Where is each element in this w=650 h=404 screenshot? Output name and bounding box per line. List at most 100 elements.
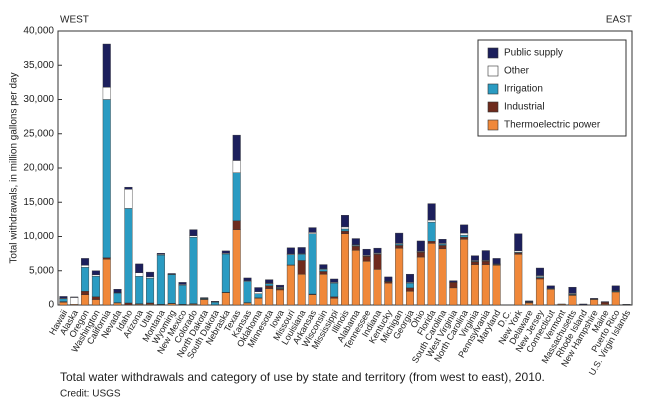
bar-segment bbox=[178, 282, 187, 285]
bar-segment bbox=[265, 279, 274, 284]
bar-segment bbox=[373, 254, 382, 270]
y-tick-label: 20,000 bbox=[23, 163, 54, 174]
bar-segment bbox=[221, 250, 230, 254]
bar-segment bbox=[200, 299, 209, 306]
bar-segment bbox=[297, 247, 306, 254]
bar-segment bbox=[308, 294, 317, 306]
bar-segment bbox=[135, 276, 144, 304]
y-tick-label: 30,000 bbox=[23, 94, 54, 105]
bar-segment bbox=[265, 288, 274, 306]
bar-segment bbox=[113, 302, 122, 306]
bar-segment bbox=[600, 301, 609, 303]
bar-segment bbox=[146, 271, 155, 278]
bar-segment bbox=[427, 219, 436, 223]
legend-label: Other bbox=[504, 66, 530, 77]
bar-segment bbox=[276, 289, 285, 306]
y-axis-label: Total withdrawals, in million gallons pe… bbox=[9, 72, 20, 263]
bar-segment bbox=[341, 233, 349, 306]
bar-segment bbox=[351, 238, 360, 245]
bar-segment bbox=[384, 281, 393, 284]
bar-segment bbox=[395, 232, 404, 244]
bar-segment bbox=[373, 269, 382, 306]
bar-segment bbox=[221, 292, 230, 306]
bar-segment bbox=[438, 243, 447, 246]
bar-segment bbox=[460, 234, 469, 238]
legend-label: Thermoelectric power bbox=[504, 120, 601, 131]
bar-segment bbox=[481, 250, 490, 261]
bar-segment bbox=[492, 265, 501, 306]
bar-segment bbox=[59, 298, 68, 302]
bar-segment bbox=[308, 227, 317, 233]
west-label: WEST bbox=[60, 15, 89, 26]
bar-segment bbox=[102, 258, 111, 306]
bar-segment bbox=[427, 241, 436, 244]
bar-segment bbox=[124, 189, 133, 209]
bar-segment bbox=[81, 258, 90, 266]
credit: Credit: USGS bbox=[60, 389, 121, 400]
bar-segment bbox=[189, 235, 198, 238]
bar-segment bbox=[211, 301, 220, 303]
bar-segment bbox=[535, 267, 544, 276]
bar-segment bbox=[351, 245, 360, 251]
bar-segment bbox=[146, 278, 155, 304]
bar-segment bbox=[102, 43, 111, 88]
bar-segment bbox=[135, 263, 144, 274]
caption: Total water withdrawals and category of … bbox=[60, 370, 545, 384]
bar-segment bbox=[341, 228, 349, 232]
bar-segment bbox=[200, 297, 209, 299]
bar-segment bbox=[492, 258, 501, 265]
bar-segment bbox=[525, 302, 534, 306]
bar-segment bbox=[319, 271, 328, 275]
bar-segment bbox=[525, 300, 534, 302]
bar-segment bbox=[481, 260, 490, 265]
bar-segment bbox=[514, 254, 523, 306]
bar-segment bbox=[113, 292, 122, 303]
y-tick-label: 25,000 bbox=[23, 128, 54, 139]
bar-segment bbox=[427, 243, 436, 306]
bar-segment bbox=[395, 243, 404, 246]
bar-segment bbox=[102, 86, 111, 100]
bar-segment bbox=[146, 276, 155, 279]
bar-segment bbox=[590, 298, 599, 300]
bar-segment bbox=[611, 285, 620, 291]
bar-segment bbox=[243, 302, 252, 306]
y-tick-label: 10,000 bbox=[23, 231, 54, 242]
bar-segment bbox=[70, 297, 79, 305]
bar-segment bbox=[91, 276, 100, 297]
bar-segment bbox=[384, 282, 393, 306]
bar-segment bbox=[341, 226, 349, 230]
bar-segment bbox=[470, 255, 479, 261]
bar-segment bbox=[91, 299, 100, 306]
bar-segment bbox=[514, 252, 523, 255]
bar-segment bbox=[330, 296, 339, 299]
bar-segment bbox=[81, 294, 90, 306]
bar-segment bbox=[362, 256, 371, 262]
bar-segment bbox=[351, 249, 360, 306]
bar-segment bbox=[470, 261, 479, 265]
bar-segment bbox=[232, 220, 241, 230]
bar-segment bbox=[232, 160, 241, 173]
bar-segment bbox=[330, 282, 339, 297]
bar-segment bbox=[243, 281, 252, 303]
bar-segment bbox=[546, 289, 555, 306]
bar-segment bbox=[232, 134, 241, 161]
bar-segment bbox=[81, 267, 90, 292]
y-tick-label: 15,000 bbox=[23, 197, 54, 208]
bar-segment bbox=[330, 297, 339, 306]
bar-segment bbox=[405, 291, 414, 306]
bar-segment bbox=[102, 257, 111, 260]
bar-segment bbox=[568, 286, 577, 294]
bar-segment bbox=[286, 265, 295, 306]
bar-segment bbox=[297, 254, 306, 261]
bar-segment bbox=[286, 254, 295, 266]
bar-segment bbox=[535, 277, 544, 280]
bar-segment bbox=[124, 302, 133, 306]
bar-segment bbox=[91, 296, 100, 300]
bar-segment bbox=[319, 273, 328, 306]
bar-segment bbox=[189, 236, 198, 304]
bar-segment bbox=[156, 254, 165, 305]
bar-segment bbox=[449, 287, 458, 306]
legend-swatch bbox=[487, 119, 499, 131]
bar-segment bbox=[221, 253, 230, 293]
bar-segment bbox=[362, 248, 371, 256]
